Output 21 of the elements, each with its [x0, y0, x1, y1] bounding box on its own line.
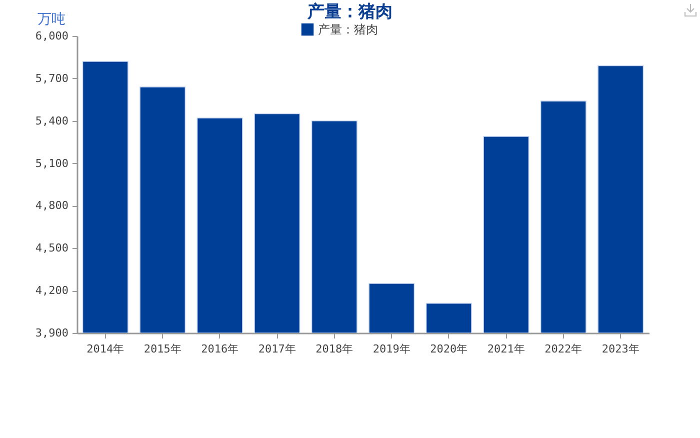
y-tick-label: 5,700: [35, 72, 68, 85]
y-tick-label: 3,900: [35, 326, 68, 340]
x-tick-label: 2016年: [201, 342, 239, 356]
y-tick-label: 4,500: [35, 242, 68, 255]
x-tick-label: 2022年: [544, 342, 582, 356]
x-tick-label: 2020年: [430, 342, 468, 356]
y-tick-label: 6,000: [35, 30, 68, 42]
y-tick-label: 4,800: [35, 199, 68, 212]
text: 产量：猪肉: [318, 22, 378, 36]
y-tick-label: 5,100: [35, 156, 68, 170]
x-tick-label: 2019年: [372, 342, 410, 356]
y-tick-label: 5,400: [35, 114, 68, 128]
x-tick-label: 2017年: [258, 342, 296, 356]
y-tick-label: 4,200: [35, 284, 68, 298]
x-tick-label: 2021年: [487, 342, 525, 356]
x-tick-label: 2018年: [316, 342, 354, 356]
chart-title: 产量：猪肉: [306, 2, 392, 22]
y-axis-title: 万吨: [38, 12, 66, 28]
x-tick-label: 2023年: [602, 342, 640, 356]
x-tick-label: 2015年: [144, 342, 182, 356]
x-tick-label: 2014年: [86, 342, 124, 356]
